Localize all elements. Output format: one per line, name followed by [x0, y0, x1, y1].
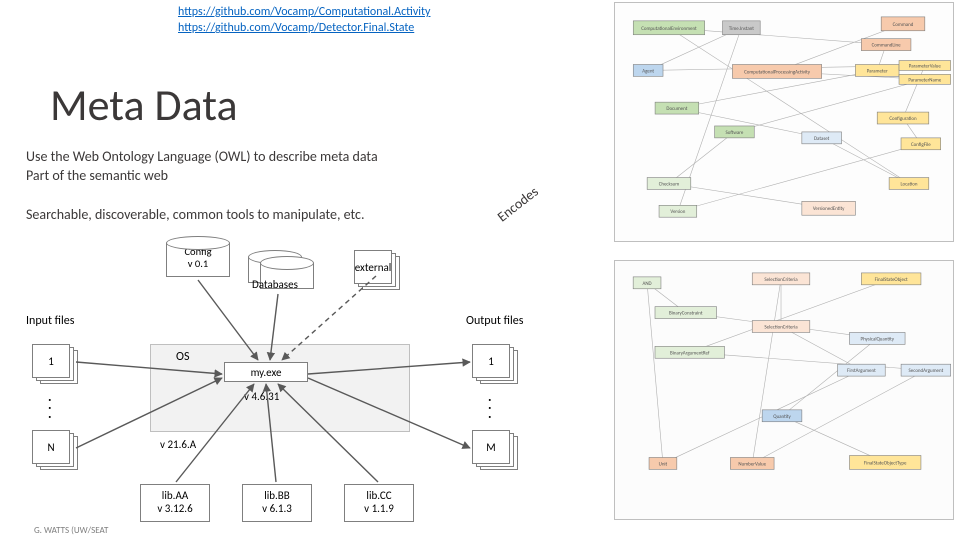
svg-text:ConfigFile: ConfigFile [911, 142, 931, 148]
svg-text:Unit: Unit [659, 461, 668, 467]
svg-text:SecondArgument: SecondArgument [909, 368, 944, 374]
svg-text:BinaryConstraint: BinaryConstraint [669, 311, 703, 317]
encodes-label: Encodes [494, 183, 542, 225]
slide-footer: G. WATTS (UW/SEAT [34, 525, 108, 536]
svg-text:AND: AND [642, 281, 651, 287]
svg-text:ComputationalEnvironment: ComputationalEnvironment [641, 26, 697, 32]
benefits-paragraph: Searchable, discoverable, common tools t… [26, 206, 364, 223]
svg-text:Location: Location [900, 181, 917, 187]
svg-text:Time.Instant: Time.Instant [729, 26, 754, 32]
svg-text:SelectionCriteria: SelectionCriteria [764, 277, 798, 283]
svg-text:Quantity: Quantity [773, 414, 791, 420]
arrow-layer [26, 234, 586, 534]
svg-text:Command: Command [893, 22, 914, 28]
svg-text:Agent: Agent [642, 68, 654, 74]
svg-text:BinaryArgumentRef: BinaryArgumentRef [670, 350, 710, 356]
svg-text:Document: Document [666, 106, 687, 112]
svg-text:ComputationalProcessingActivit: ComputationalProcessingActivity [744, 69, 811, 75]
svg-text:SelectionCriteria: SelectionCriteria [764, 324, 798, 330]
svg-text:FinalStateObjectType: FinalStateObjectType [864, 460, 907, 466]
svg-text:ParameterName: ParameterName [908, 77, 941, 83]
svg-text:Configuration: Configuration [889, 116, 917, 122]
link-detector-final-state[interactable]: https://github.com/Vocamp/Detector.Final… [178, 20, 430, 36]
svg-text:FirstArgument: FirstArgument [847, 368, 876, 374]
svg-text:VersionedEntity: VersionedEntity [813, 206, 845, 212]
intro-line-2: Part of the semantic web [26, 167, 378, 186]
intro-paragraph: Use the Web Ontology Language (OWL) to d… [26, 148, 378, 186]
final-state-ontology-thumbnail: AND SelectionCriteria FinalStateObject Bina… [614, 260, 954, 520]
svg-text:Parameter: Parameter [867, 68, 888, 74]
pipeline-diagram: OS v 21.6.A my.exe v 4.6.31 Configv 0.1 … [26, 234, 586, 534]
owl-ontology-thumbnail: ComputationalEnvironment Time.Instant Comm… [614, 2, 954, 242]
svg-text:Software: Software [725, 130, 743, 136]
svg-text:ParameterValue: ParameterValue [909, 63, 942, 69]
svg-text:PhysicalQuantity: PhysicalQuantity [861, 336, 895, 342]
page-title: Meta Data [50, 78, 238, 132]
svg-text:FinalStateObject: FinalStateObject [875, 277, 908, 283]
reference-links: https://github.com/Vocamp/Computational.… [178, 4, 430, 36]
link-computational-activity[interactable]: https://github.com/Vocamp/Computational.… [178, 4, 430, 20]
svg-text:Dataset: Dataset [814, 136, 830, 142]
svg-text:CommandLine: CommandLine [872, 43, 901, 49]
svg-text:Version: Version [670, 209, 685, 215]
svg-text:NumberValue: NumberValue [738, 461, 766, 467]
intro-line-1: Use the Web Ontology Language (OWL) to d… [26, 148, 378, 167]
svg-text:Checksum: Checksum [659, 181, 679, 187]
